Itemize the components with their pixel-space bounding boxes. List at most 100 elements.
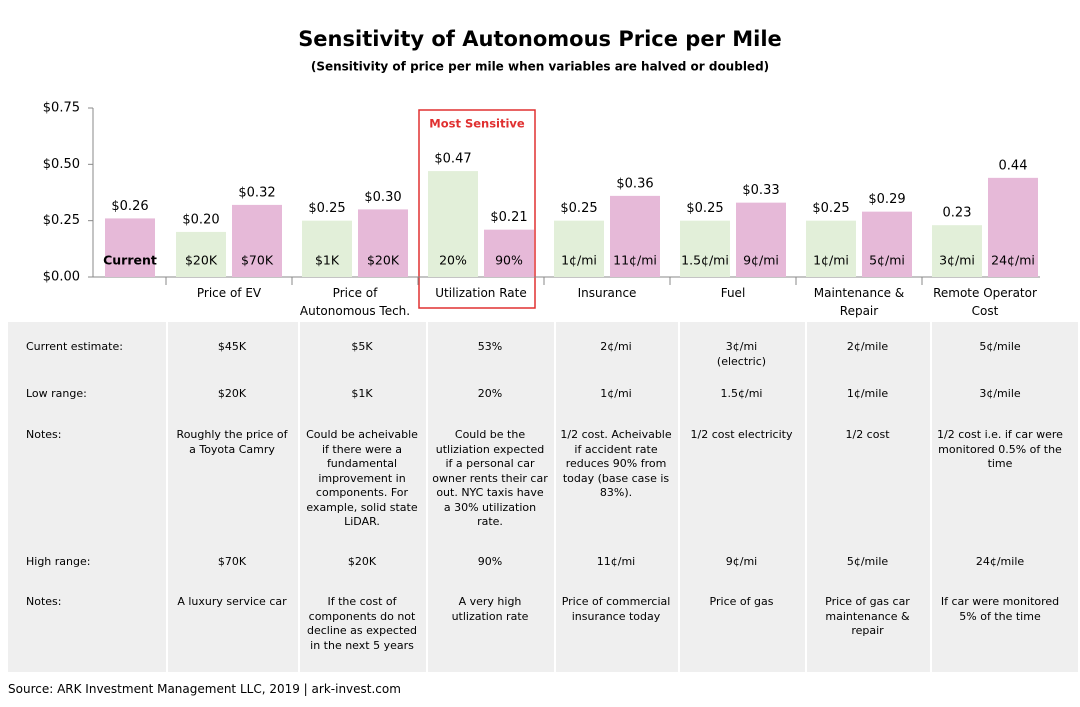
value-label: $0.25 (812, 201, 849, 216)
table-cell: Roughly the price of a Toyota Camry (176, 428, 288, 456)
table-cell: 3¢/mile (979, 387, 1021, 400)
bar-label: 11¢/mi (613, 253, 657, 268)
table-cell: 2¢/mile (846, 340, 889, 353)
table-cell: 5¢/mile (846, 555, 889, 568)
chart-subtitle: (Sensitivity of price per mile when vari… (311, 60, 769, 74)
bar (176, 231, 226, 277)
table-cell: 24¢/mile (975, 555, 1025, 568)
table-cell: $45K (217, 340, 247, 353)
bar-label: 20% (439, 253, 467, 268)
highlight-box (418, 109, 536, 309)
y-tick-label: $0.75 (43, 101, 80, 116)
value-label: $0.25 (308, 201, 345, 216)
source: Source: ARK Investment Management LLC, 2… (8, 682, 401, 696)
table-cell: Price of gas car maintenance & repair (825, 595, 910, 637)
bar-label: $70K (241, 253, 274, 268)
row-label: Notes: (26, 595, 62, 608)
bar-label: $20K (367, 253, 400, 268)
y-tick-label: $0.50 (43, 157, 80, 172)
bar (932, 225, 982, 277)
table-cell: Could be acheivable if there were a fund… (306, 428, 418, 528)
table-cell: $20K (217, 387, 247, 400)
y-tick-label: $0.25 (43, 213, 80, 228)
bar (554, 220, 604, 277)
row-label: Notes: (26, 428, 62, 441)
bar (680, 220, 730, 277)
table-cell: 90% (477, 555, 503, 568)
value-label: $0.47 (434, 152, 471, 167)
table-cell: 1/2 cost (845, 428, 890, 441)
column-separator (678, 322, 680, 672)
value-label: 0.23 (943, 206, 972, 221)
bar-label: 90% (495, 253, 523, 268)
value-label: $0.25 (560, 201, 597, 216)
bar (232, 204, 282, 277)
table-cell: $70K (217, 555, 247, 568)
table-cell: Could be the utliziation expected if a p… (432, 428, 548, 528)
value-label: $0.21 (490, 210, 527, 225)
x-tick-label: Remote Operator Cost (933, 286, 1037, 318)
value-label: $0.26 (111, 199, 148, 214)
value-label: 0.44 (999, 158, 1028, 173)
chart-title: Sensitivity of Autonomous Price per Mile (298, 27, 782, 51)
bar (428, 171, 478, 277)
table-cell: 1¢/mi (600, 387, 632, 400)
value-label: $0.20 (182, 212, 219, 227)
table-cell: If the cost of components do not decline… (306, 595, 418, 652)
bar-label: Current (103, 253, 157, 268)
annotation: Most Sensitive (429, 117, 525, 131)
column-separator (930, 322, 932, 672)
value-label: $0.32 (238, 185, 275, 200)
column-separator (554, 322, 556, 672)
table-cell: $20K (347, 555, 377, 568)
value-label: $0.25 (686, 201, 723, 216)
table-cell: Price of commercial insurance today (561, 595, 671, 623)
table-cell: If car were monitored 5% of the time (940, 595, 1060, 623)
table-cell: 1/2 cost i.e. if car were monitored 0.5%… (937, 428, 1063, 470)
x-tick-label: Fuel (720, 286, 746, 300)
row-label: Current estimate: (26, 340, 123, 353)
x-tick-label: Price of EV (196, 286, 262, 300)
x-tick-label: Insurance (577, 286, 637, 300)
bar (358, 209, 408, 277)
table-cell: 1.5¢/mi (720, 387, 763, 400)
bar-label: 5¢/mi (869, 253, 905, 268)
bar-label: $20K (185, 253, 218, 268)
bar (988, 177, 1038, 277)
bar-label: 24¢/mi (991, 253, 1035, 268)
bar-label: 1.5¢/mi (681, 253, 729, 268)
x-tick-label: Maintenance & Repair (813, 286, 905, 318)
table-cell: A very high utlization rate (451, 595, 529, 623)
bar (736, 202, 786, 277)
table-cell: 1/2 cost. Acheivable if accident rate re… (560, 428, 672, 499)
x-tick-label: Utilization Rate (435, 286, 527, 300)
column-separator (298, 322, 300, 672)
table-cell: 11¢/mi (596, 555, 636, 568)
bar (302, 220, 352, 277)
value-label: $0.29 (868, 192, 905, 207)
table-cell: $1K (351, 387, 373, 400)
x-tick-label: Price of Autonomous Tech. (299, 286, 411, 318)
table-cell: $5K (351, 340, 373, 353)
column-separator (166, 322, 168, 672)
table-cell: 2¢/mi (600, 340, 632, 353)
bar (862, 211, 912, 277)
column-separator (426, 322, 428, 672)
table-cell: 20% (477, 387, 503, 400)
table-cell: 1/2 cost electricity (690, 428, 793, 441)
table-cell: Price of gas (709, 595, 774, 608)
value-label: $0.36 (616, 176, 653, 191)
bar-label: 9¢/mi (743, 253, 779, 268)
bar-label: 1¢/mi (813, 253, 849, 268)
table-cell: 1¢/mile (846, 387, 889, 400)
bar (105, 218, 155, 277)
table-cell: 3¢/mi (electric) (716, 340, 767, 368)
bar (610, 195, 660, 277)
table-cell: 9¢/mi (725, 555, 758, 568)
value-label: $0.30 (364, 190, 401, 205)
chart: Sensitivity of Autonomous Price per Mile… (43, 27, 1040, 309)
table-cell: A luxury service car (177, 595, 287, 608)
value-label: $0.33 (742, 183, 779, 198)
bar-label: 3¢/mi (939, 253, 975, 268)
